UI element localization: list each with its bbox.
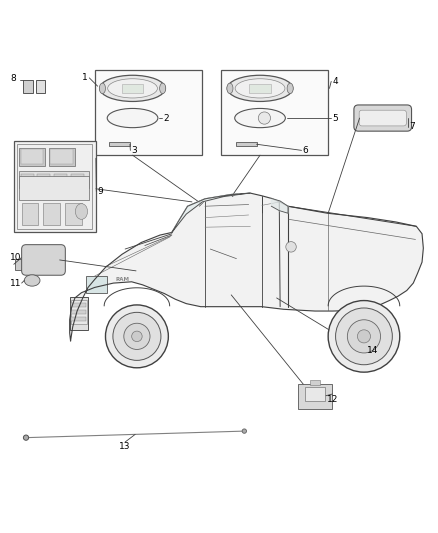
Bar — [346, 345, 348, 348]
Bar — [122, 84, 144, 93]
Bar — [71, 300, 87, 324]
Bar — [19, 171, 89, 188]
Text: 12: 12 — [327, 395, 339, 403]
Bar — [49, 148, 75, 166]
Ellipse shape — [336, 308, 392, 365]
Text: 1: 1 — [82, 74, 88, 83]
Bar — [71, 310, 86, 314]
Bar — [21, 203, 38, 224]
Bar — [95, 70, 201, 155]
Ellipse shape — [159, 83, 166, 94]
Ellipse shape — [132, 331, 142, 342]
Text: 13: 13 — [120, 442, 131, 451]
Bar — [35, 79, 45, 93]
Text: 3: 3 — [132, 146, 138, 155]
Bar — [65, 203, 82, 224]
Text: RAM: RAM — [116, 277, 130, 282]
Ellipse shape — [242, 429, 247, 433]
Ellipse shape — [24, 275, 40, 286]
Ellipse shape — [258, 112, 271, 124]
Bar — [86, 276, 107, 293]
Bar — [339, 338, 352, 345]
Bar — [249, 84, 271, 93]
Ellipse shape — [99, 83, 106, 94]
Bar — [71, 174, 84, 186]
Bar — [43, 203, 60, 224]
Bar — [236, 142, 257, 147]
Bar — [71, 303, 86, 307]
Text: 2: 2 — [163, 114, 169, 123]
Bar — [71, 317, 86, 321]
FancyBboxPatch shape — [354, 105, 412, 131]
Ellipse shape — [357, 330, 371, 343]
Text: 11: 11 — [11, 279, 22, 288]
Bar — [70, 297, 88, 330]
Ellipse shape — [287, 83, 293, 94]
Ellipse shape — [100, 75, 165, 101]
Bar — [350, 345, 353, 348]
Bar — [298, 384, 332, 409]
Polygon shape — [272, 198, 288, 213]
FancyBboxPatch shape — [359, 110, 406, 126]
Bar — [341, 345, 344, 348]
Ellipse shape — [235, 108, 286, 128]
Bar — [54, 174, 67, 186]
Bar — [37, 174, 50, 186]
Ellipse shape — [124, 323, 150, 350]
Ellipse shape — [113, 312, 161, 360]
Bar — [23, 79, 33, 93]
Bar — [21, 174, 34, 186]
Bar — [14, 141, 96, 232]
Ellipse shape — [235, 79, 285, 98]
Text: 9: 9 — [98, 187, 103, 196]
Polygon shape — [70, 193, 424, 341]
Text: 10: 10 — [11, 253, 22, 262]
Ellipse shape — [227, 83, 233, 94]
Ellipse shape — [107, 108, 158, 128]
Bar — [305, 386, 325, 401]
Bar — [50, 149, 73, 164]
Bar — [221, 70, 328, 155]
Text: 5: 5 — [332, 114, 338, 123]
Bar — [109, 142, 130, 147]
Text: 4: 4 — [332, 77, 338, 86]
FancyBboxPatch shape — [21, 245, 65, 275]
Ellipse shape — [106, 305, 168, 368]
Bar — [310, 379, 320, 385]
Polygon shape — [172, 193, 251, 232]
Ellipse shape — [347, 320, 381, 353]
Bar — [19, 176, 89, 200]
Bar — [14, 259, 24, 270]
Bar — [17, 144, 92, 229]
Ellipse shape — [23, 435, 28, 440]
Bar — [21, 149, 43, 164]
Text: 14: 14 — [367, 346, 378, 355]
Ellipse shape — [227, 75, 293, 101]
Text: 8: 8 — [11, 74, 16, 83]
Ellipse shape — [108, 79, 157, 98]
Bar — [19, 148, 45, 166]
FancyBboxPatch shape — [351, 334, 369, 349]
Ellipse shape — [286, 241, 296, 252]
Text: 6: 6 — [303, 146, 309, 155]
Ellipse shape — [328, 301, 400, 372]
Text: 7: 7 — [409, 122, 415, 131]
Ellipse shape — [75, 204, 88, 220]
